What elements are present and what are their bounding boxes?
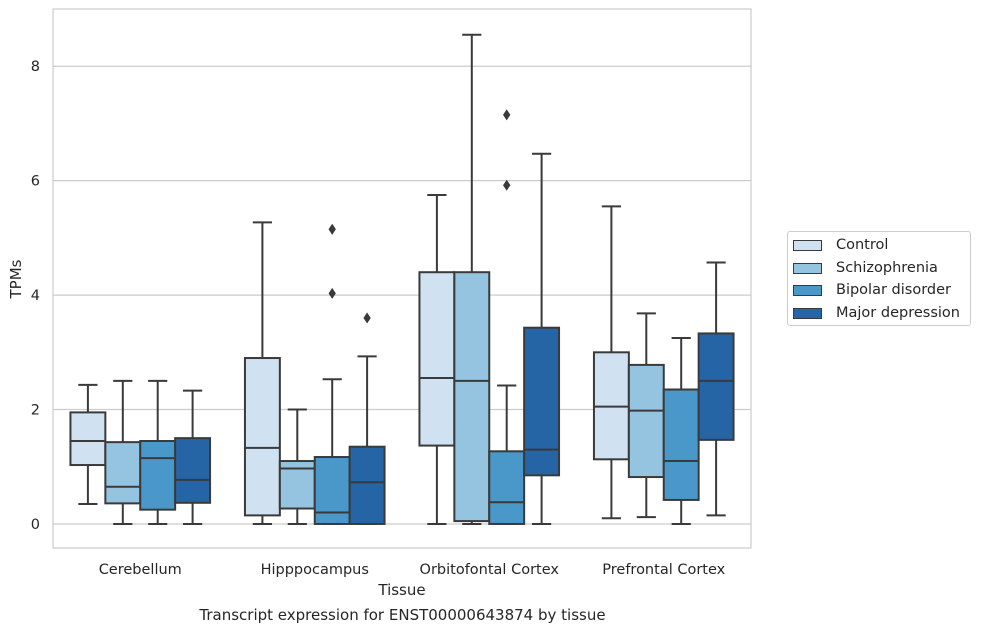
x-tick-label: Cerebellum [99, 562, 182, 578]
box-schizophrenia [453, 33, 491, 525]
box-iqr [313, 456, 351, 525]
y-ticks: 0 2 4 6 8 [31, 59, 40, 533]
box-iqr [418, 271, 456, 447]
box-control [418, 193, 456, 525]
legend-label: Schizophrenia [836, 260, 938, 276]
box-bipolar-disorder [139, 379, 177, 525]
outlier-point [503, 109, 511, 121]
legend-item-control: Control [793, 235, 888, 255]
legend-label: Major depression [836, 305, 960, 321]
legend-item-schizophrenia: Schizophrenia [793, 258, 938, 278]
outlier-point [503, 179, 511, 191]
box-iqr [104, 441, 142, 505]
legend-item-bipolar-disorder: Bipolar disorder [793, 280, 951, 300]
x-ticks: Cerebellum Hipppocampus Orbitofontal Corte… [99, 562, 726, 578]
box-iqr [697, 332, 735, 441]
legend-swatch [793, 262, 822, 274]
box-iqr [69, 411, 107, 467]
figure-caption: Transcript expression for ENST0000064387… [199, 606, 606, 624]
x-axis-label: Tissue [377, 581, 425, 599]
box-schizophrenia [104, 379, 142, 525]
box-schizophrenia [278, 408, 316, 525]
box-iqr [662, 388, 700, 501]
legend-swatch [793, 307, 822, 319]
box-schizophrenia [627, 312, 665, 519]
box-major-depression [523, 152, 561, 525]
plot-frame [52, 8, 752, 549]
box-iqr [174, 437, 212, 504]
outlier-point [328, 223, 336, 235]
legend-swatch [793, 239, 822, 251]
legend-item-major-depression: Major depression [793, 303, 960, 323]
x-tick-label: Prefrontal Cortex [602, 562, 725, 578]
y-tick-label: 4 [31, 288, 40, 304]
box-iqr [348, 445, 386, 525]
box-major-depression [174, 389, 212, 525]
y-tick-label: 2 [31, 403, 40, 419]
box-iqr [453, 271, 491, 523]
boxes [69, 33, 735, 525]
box-control [592, 205, 630, 520]
y-axis-label: TPMs [7, 259, 25, 299]
box-major-depression [348, 312, 386, 525]
box-iqr [139, 440, 177, 511]
legend-label: Control [836, 237, 889, 253]
y-tick-label: 6 [31, 174, 40, 190]
box-iqr [243, 357, 281, 517]
box-bipolar-disorder [488, 109, 526, 525]
box-iqr [627, 363, 665, 479]
x-tick-label: Hipppocampus [261, 562, 369, 578]
legend: Control Schizophrenia Bipolar disorder M… [787, 231, 971, 326]
y-tick-label: 8 [31, 59, 40, 75]
box-iqr [488, 450, 526, 525]
outlier-point [363, 312, 371, 324]
box-bipolar-disorder [313, 223, 351, 525]
box-iqr [523, 326, 561, 477]
legend-swatch [793, 284, 822, 296]
box-control [243, 221, 281, 525]
x-tick-label: Orbitofontal Cortex [420, 562, 560, 578]
box-major-depression [697, 261, 735, 517]
legend-label: Bipolar disorder [836, 282, 951, 298]
box-bipolar-disorder [662, 337, 700, 525]
outlier-point [328, 287, 336, 299]
y-tick-label: 0 [31, 517, 40, 533]
box-control [69, 383, 107, 505]
